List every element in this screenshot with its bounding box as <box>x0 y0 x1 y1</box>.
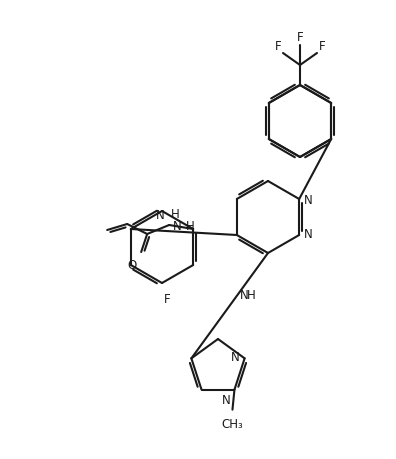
Text: H: H <box>186 219 194 232</box>
Text: CH₃: CH₃ <box>222 417 243 430</box>
Text: H: H <box>247 288 255 301</box>
Text: F: F <box>274 40 281 53</box>
Text: H: H <box>171 207 180 220</box>
Text: N: N <box>240 288 248 301</box>
Text: N: N <box>304 194 313 207</box>
Text: F: F <box>297 31 303 44</box>
Text: N: N <box>173 219 182 232</box>
Text: N: N <box>231 350 240 363</box>
Text: O: O <box>127 258 136 271</box>
Text: F: F <box>319 40 326 53</box>
Text: N: N <box>155 208 164 222</box>
Text: N: N <box>304 228 313 241</box>
Text: N: N <box>222 393 230 406</box>
Text: F: F <box>164 292 171 305</box>
